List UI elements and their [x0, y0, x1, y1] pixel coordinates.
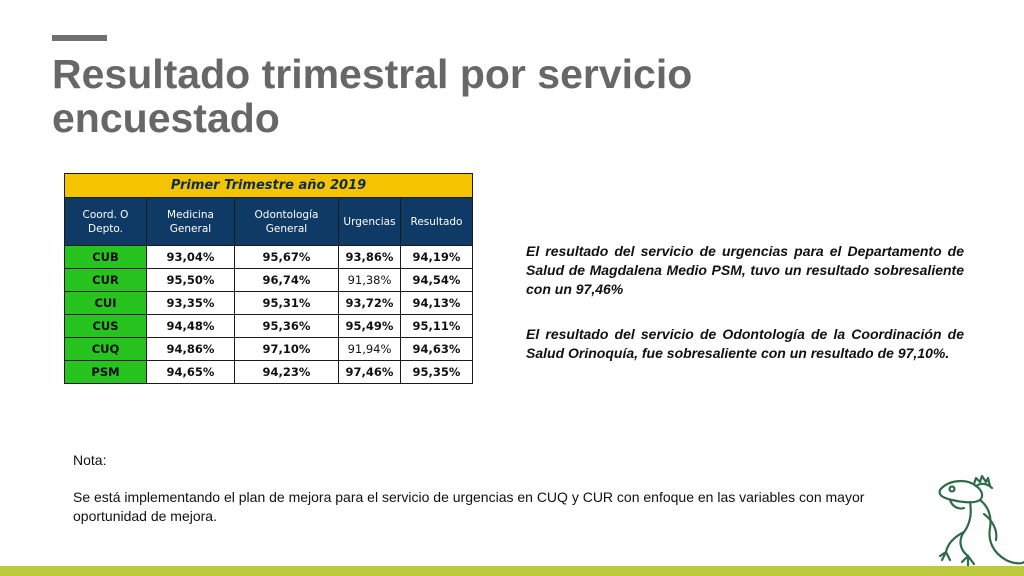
table-cell: 95,11%	[399, 314, 474, 338]
odontologia-summary-text: El resultado del servicio de Odontología…	[526, 326, 964, 361]
results-table: Primer Trimestre año 2019 Coord. O Depto…	[63, 173, 474, 384]
slide-title: Resultado trimestral por servicio encues…	[52, 51, 693, 141]
table-row: CUR 95,50% 96,74% 91,38% 94,54%	[64, 268, 474, 292]
table-banner-row: Primer Trimestre año 2019	[63, 173, 474, 198]
table-header-row: Coord. O Depto. Medicina General Odontol…	[64, 197, 474, 246]
table-cell: 94,63%	[399, 337, 474, 361]
table-cell: 93,35%	[146, 291, 235, 315]
title-accent-bar	[52, 35, 107, 41]
row-code: CUI	[64, 291, 147, 315]
table-cell: 94,54%	[399, 268, 474, 292]
column-header: Medicina General	[146, 197, 235, 246]
table-row: CUS 94,48% 95,36% 95,49% 95,11%	[64, 314, 474, 338]
table-cell: 91,38%	[338, 268, 401, 292]
table-cell: 95,36%	[234, 314, 339, 338]
bottom-accent-bar	[0, 566, 1024, 576]
table-cell: 95,35%	[399, 360, 474, 384]
table-cell: 95,50%	[146, 268, 235, 292]
table-cell: 94,23%	[234, 360, 339, 384]
table-row: CUQ 94,86% 97,10% 91,94% 94,63%	[64, 337, 474, 361]
table-cell: 91,94%	[338, 337, 401, 361]
table-cell: 95,31%	[234, 291, 339, 315]
table-cell: 94,48%	[146, 314, 235, 338]
row-code: PSM	[64, 360, 147, 384]
row-code: CUQ	[64, 337, 147, 361]
table-cell: 97,10%	[234, 337, 339, 361]
table-row: CUB 93,04% 95,67% 93,86% 94,19%	[64, 245, 474, 269]
table-cell: 93,72%	[338, 291, 401, 315]
table-cell: 94,13%	[399, 291, 474, 315]
urgencias-summary-text: El resultado del servicio de urgencias p…	[526, 243, 964, 297]
note-label: Nota:	[73, 452, 107, 468]
note-text: Se está implementando el plan de mejora …	[73, 489, 865, 524]
row-code: CUS	[64, 314, 147, 338]
table-banner: Primer Trimestre año 2019	[63, 173, 474, 198]
column-header: Resultado	[399, 197, 474, 246]
table-cell: 95,49%	[338, 314, 401, 338]
column-header: Urgencias	[338, 197, 401, 246]
row-code: CUB	[64, 245, 147, 269]
table-cell: 97,46%	[338, 360, 401, 384]
table-row: PSM 94,65% 94,23% 97,46% 95,35%	[64, 360, 474, 384]
row-code: CUR	[64, 268, 147, 292]
table-cell: 94,19%	[399, 245, 474, 269]
table-cell: 95,67%	[234, 245, 339, 269]
table-cell: 93,04%	[146, 245, 235, 269]
table-cell: 96,74%	[234, 268, 339, 292]
table-cell: 94,86%	[146, 337, 235, 361]
column-header: Odontología General	[234, 197, 339, 246]
table-row: CUI 93,35% 95,31% 93,72% 94,13%	[64, 291, 474, 315]
table-cell: 94,65%	[146, 360, 235, 384]
iguana-logo-icon	[938, 474, 1024, 568]
table-cell: 93,86%	[338, 245, 401, 269]
column-header: Coord. O Depto.	[64, 197, 147, 246]
